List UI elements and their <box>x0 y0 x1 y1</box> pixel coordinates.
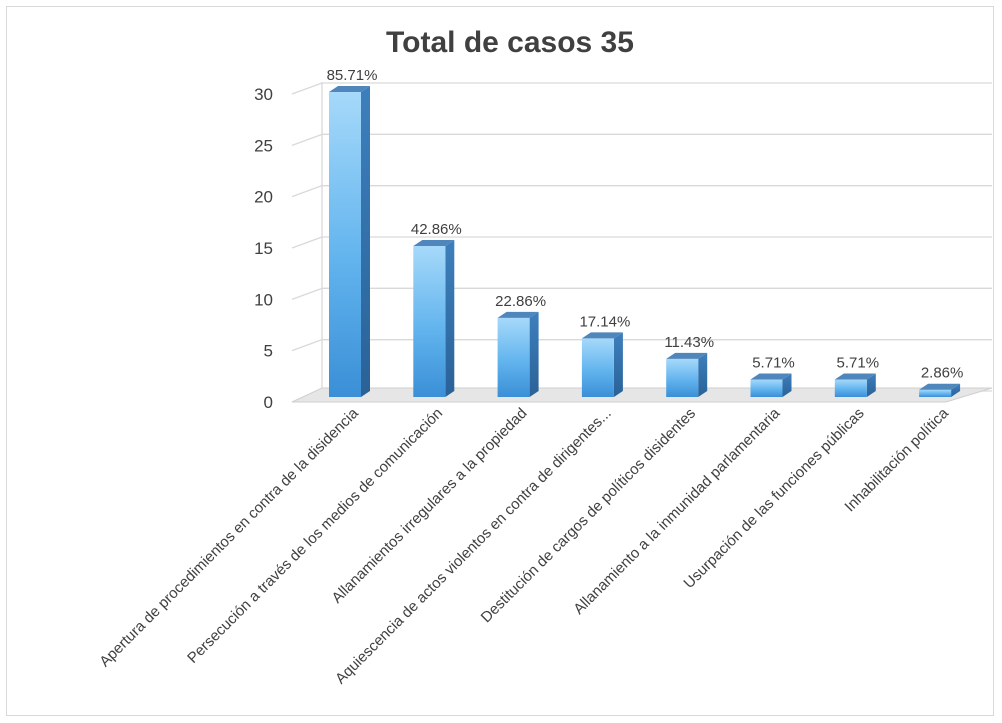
bar-side <box>361 86 370 397</box>
bar <box>497 311 539 397</box>
data-label: 2.86% <box>921 365 964 382</box>
bar-front <box>666 358 699 397</box>
floor-plane <box>291 387 993 403</box>
bar-top <box>413 240 455 246</box>
bar <box>581 332 623 397</box>
gridline-depth <box>291 82 323 95</box>
bar-front <box>329 92 361 397</box>
bar-top <box>750 373 792 380</box>
bar <box>919 383 961 397</box>
bar-front <box>497 317 530 397</box>
bar-front <box>581 338 614 397</box>
data-label: 85.71% <box>327 67 378 84</box>
gridline-depth <box>291 185 323 198</box>
bar-side <box>866 373 876 397</box>
bar-top <box>919 383 961 390</box>
chart-floor <box>291 387 993 403</box>
gridline-depth <box>291 236 323 249</box>
data-label: 5.71% <box>752 354 795 371</box>
bar-side <box>613 332 623 397</box>
y-tick-label: 25 <box>254 136 273 155</box>
y-tick-label: 20 <box>254 188 273 207</box>
category-label: Usurpación de las funciones públicas <box>680 405 867 592</box>
gridline-depth <box>291 287 323 300</box>
bar-top <box>834 373 876 380</box>
bar <box>834 373 876 397</box>
bar <box>413 240 455 397</box>
gridline-depth <box>291 133 323 146</box>
data-labels: 85.71% 42.86% 22.86% 17.14% 11.43% 5.71% 5.71%… <box>327 67 964 382</box>
bar-top <box>666 352 708 359</box>
bar-top <box>329 86 370 92</box>
bars <box>329 86 961 397</box>
bar-front <box>919 389 952 397</box>
bar-side <box>782 373 792 397</box>
bar-front <box>413 246 446 397</box>
data-label: 22.86% <box>495 293 546 310</box>
y-tick-label: 15 <box>254 239 273 258</box>
bar-top <box>497 311 539 318</box>
bar-side <box>445 240 455 397</box>
category-label: Allanamientos irregulares a la propiedad <box>329 405 531 607</box>
gridline-depth <box>291 339 323 352</box>
y-axis-ticks: 0 5 10 15 20 25 30 <box>254 85 273 412</box>
bar-side <box>951 383 961 397</box>
gridlines <box>291 82 992 403</box>
chart-title: Total de casos 35 <box>386 26 634 59</box>
x-axis-categories: Apertura de procedimientos en contra de … <box>96 404 952 687</box>
bar <box>329 86 370 397</box>
data-label: 17.14% <box>579 313 630 330</box>
y-tick-label: 10 <box>254 290 273 309</box>
bar-side <box>529 311 539 397</box>
data-label: 42.86% <box>411 221 462 238</box>
bar-side <box>698 352 708 397</box>
y-tick-label: 30 <box>254 85 273 104</box>
bar-front <box>834 379 867 397</box>
bar <box>750 373 792 397</box>
y-tick-label: 0 <box>264 393 273 412</box>
data-label: 5.71% <box>837 354 880 371</box>
bar <box>666 352 708 397</box>
category-label: Aquiescencia de actos violentos en contr… <box>332 405 615 688</box>
data-label: 11.43% <box>664 334 714 351</box>
y-tick-label: 5 <box>264 342 273 361</box>
bar-front <box>750 379 783 397</box>
bar-top <box>581 332 623 339</box>
